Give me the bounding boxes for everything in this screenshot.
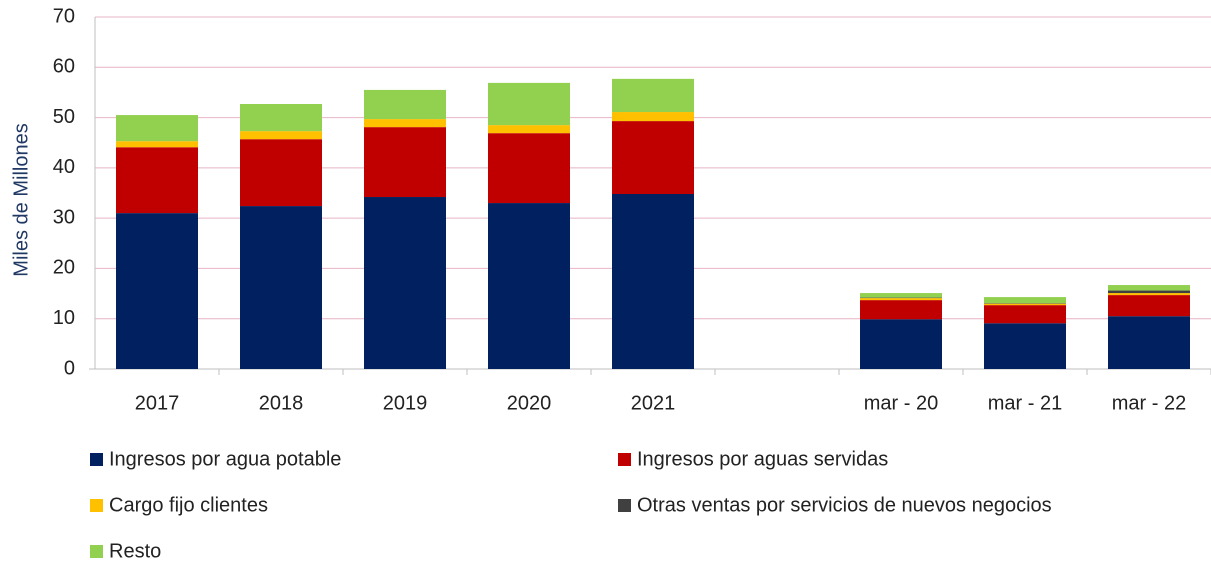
y-tick-label: 40 xyxy=(53,156,75,178)
bar-segment xyxy=(116,213,198,369)
bar-segment xyxy=(488,133,570,204)
bar-segment xyxy=(364,89,446,120)
legend-swatch xyxy=(90,545,103,558)
bar-segment xyxy=(1108,316,1190,369)
bar-segment xyxy=(488,125,570,134)
bar-segment xyxy=(984,303,1066,304)
bar-segment xyxy=(860,293,942,298)
bar-segment xyxy=(860,297,942,299)
bar-segment xyxy=(1108,295,1190,317)
bar-segment xyxy=(116,115,198,142)
bar-segment xyxy=(984,305,1066,324)
x-tick-label: mar - 20 xyxy=(864,392,938,414)
y-tick-label: 20 xyxy=(53,257,75,279)
bar-segment xyxy=(364,119,446,128)
bar-segment xyxy=(364,127,446,198)
bar-segment xyxy=(860,298,942,301)
x-tick-label: 2017 xyxy=(135,392,180,414)
y-tick-label: 0 xyxy=(64,357,75,379)
y-tick-label: 70 xyxy=(53,5,75,27)
x-tick-label: mar - 22 xyxy=(1112,392,1186,414)
bar-segment xyxy=(116,147,198,214)
bar-segment xyxy=(1108,285,1190,291)
x-tick-label: mar - 21 xyxy=(988,392,1062,414)
bar-segment xyxy=(488,203,570,369)
bar-segment xyxy=(612,194,694,369)
bar-segment xyxy=(240,139,322,207)
bar-segment xyxy=(488,82,570,126)
legend-label: Cargo fijo clientes xyxy=(109,494,268,516)
legend-swatch xyxy=(90,499,103,512)
bar-segment xyxy=(1108,290,1190,294)
bar-segment xyxy=(116,141,198,148)
bar-segment xyxy=(240,206,322,369)
legend-swatch xyxy=(618,499,631,512)
bar-segment xyxy=(612,78,694,113)
x-tick-label: 2019 xyxy=(383,392,428,414)
bar-segment xyxy=(240,103,322,132)
bar-segment xyxy=(984,297,1066,304)
x-tick-label: 2021 xyxy=(631,392,676,414)
y-axis-label: Miles de Millones xyxy=(10,123,32,276)
legend-label: Otras ventas por servicios de nuevos neg… xyxy=(637,494,1052,516)
bar-segment xyxy=(984,303,1066,306)
legend-label: Ingresos por agua potable xyxy=(109,448,341,470)
bar-segment xyxy=(240,131,322,140)
y-tick-label: 50 xyxy=(53,106,75,128)
x-tick-label: 2018 xyxy=(259,392,304,414)
bar-segment xyxy=(612,121,694,195)
bar-segment xyxy=(860,300,942,320)
bar-segment xyxy=(364,197,446,369)
x-tick-label: 2020 xyxy=(507,392,552,414)
bar-segment xyxy=(612,112,694,122)
y-tick-label: 10 xyxy=(53,307,75,329)
bar-segment xyxy=(860,319,942,369)
y-tick-label: 60 xyxy=(53,56,75,78)
legend-swatch xyxy=(90,453,103,466)
bar-segment xyxy=(1108,293,1190,296)
legend-label: Ingresos por aguas servidas xyxy=(637,448,888,470)
bar-segment xyxy=(984,323,1066,369)
y-tick-label: 30 xyxy=(53,206,75,228)
legend-label: Resto xyxy=(109,540,161,562)
legend-swatch xyxy=(618,453,631,466)
